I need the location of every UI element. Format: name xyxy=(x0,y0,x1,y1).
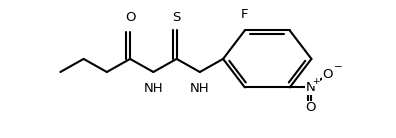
Text: S: S xyxy=(172,11,181,24)
Text: −: − xyxy=(333,62,342,72)
Text: F: F xyxy=(241,8,249,21)
Text: O: O xyxy=(125,11,135,24)
Text: O: O xyxy=(322,68,333,81)
Text: NH: NH xyxy=(143,82,163,95)
Text: O: O xyxy=(305,101,316,114)
Text: N: N xyxy=(306,81,316,94)
Text: NH: NH xyxy=(190,82,209,95)
Text: +: + xyxy=(312,77,320,86)
